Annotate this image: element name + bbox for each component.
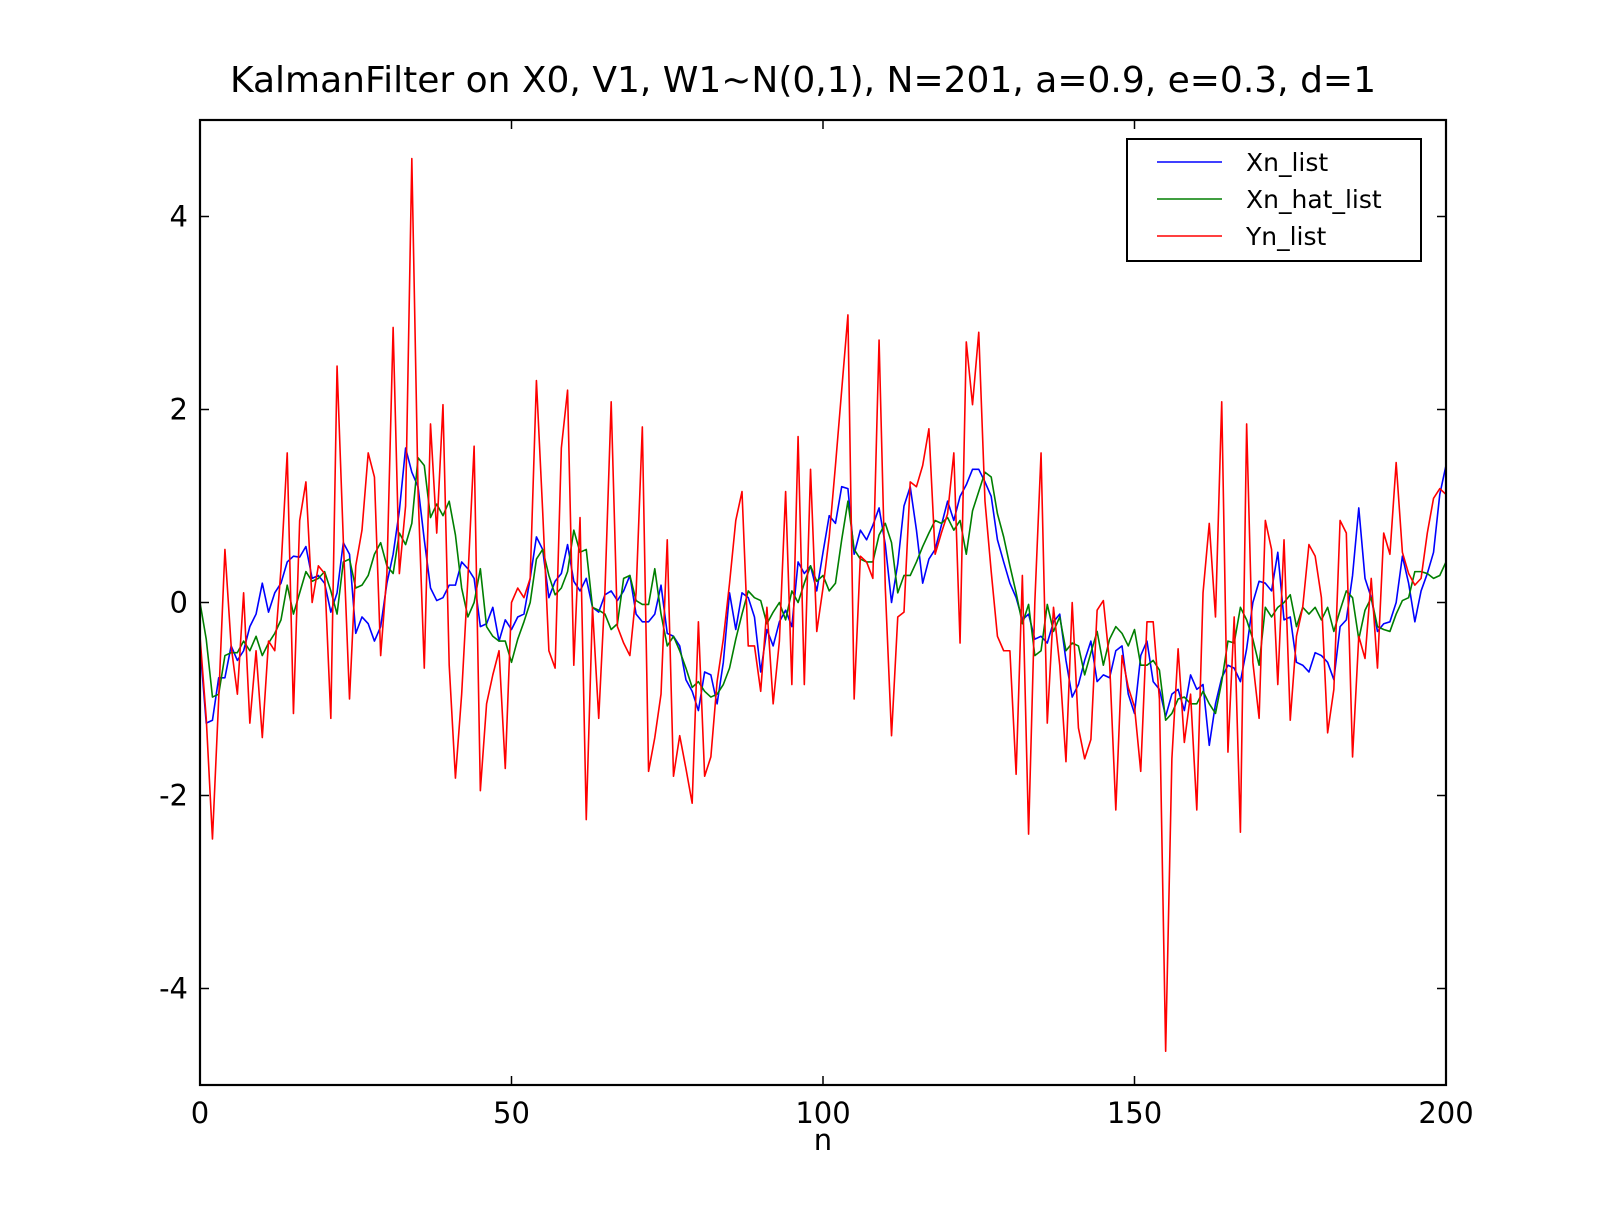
x-tick-label: 50	[493, 1096, 530, 1130]
series-line-xn-hat-list	[200, 456, 1446, 722]
y-tick-label: 2	[170, 393, 188, 427]
x-axis-label: n	[814, 1123, 832, 1157]
legend-box	[1126, 138, 1422, 262]
x-tick-label: 0	[191, 1096, 209, 1130]
legend-label-xn-list: Xn_list	[1246, 148, 1328, 177]
plot-frame	[198, 118, 1448, 1087]
x-tick-label: 200	[1418, 1096, 1473, 1130]
y-tick-label: -4	[159, 972, 188, 1006]
y-tick-label: 4	[170, 200, 188, 234]
x-tick-label: 100	[795, 1096, 850, 1130]
series-line-yn-list	[200, 157, 1446, 1053]
y-tick-label: -2	[159, 779, 188, 813]
x-tick-label: 150	[1107, 1096, 1162, 1130]
ticks-layer: 0 50 100 150 200 4 2 0 -2 -4	[159, 120, 1474, 1130]
legend: Xn_list Xn_hat_list Yn_list	[1126, 138, 1422, 262]
legend-label-yn-list: Yn_list	[1245, 222, 1327, 251]
y-tick-label: 0	[170, 586, 188, 620]
chart-title: KalmanFilter on X0, V1, W1~N(0,1), N=201…	[230, 60, 1376, 101]
series-layer	[200, 157, 1446, 1053]
legend-label-xn-hat-list: Xn_hat_list	[1246, 185, 1382, 214]
